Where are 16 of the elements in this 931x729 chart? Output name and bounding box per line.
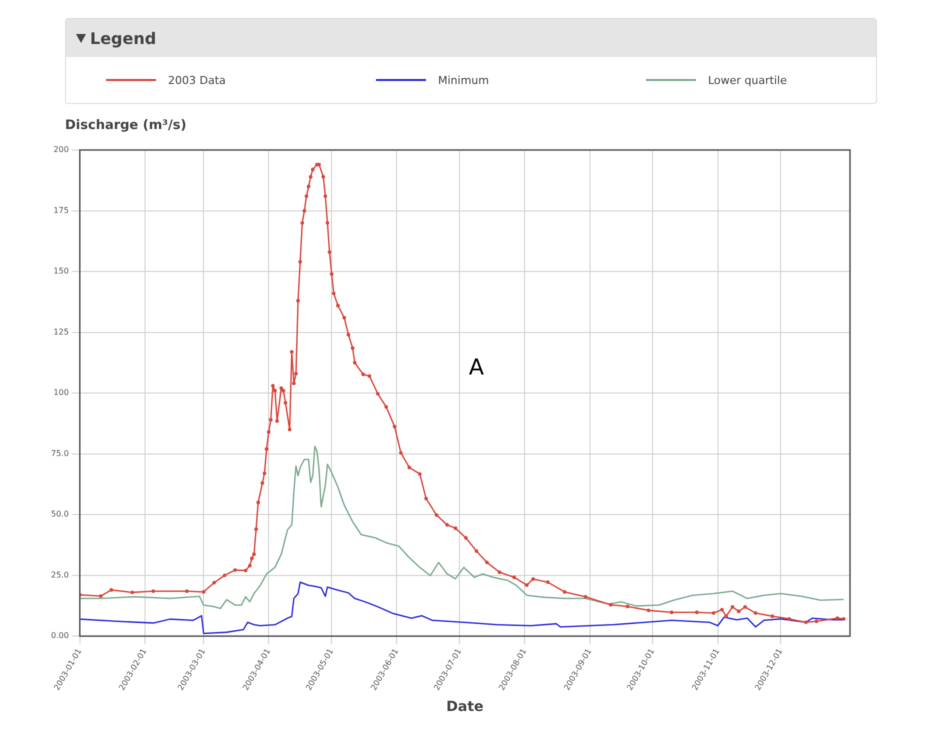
legend-label: Minimum [438,74,489,86]
y-tick-label: 150 [54,266,69,276]
y-tick-label: 200 [54,145,69,154]
y-tick-label: 175 [54,206,69,215]
annotation: A [468,355,484,380]
y-tick-label: 50.0 [51,510,69,519]
legend-title: Legend [90,28,156,48]
y-tick-label: 25.0 [51,570,69,580]
y-tick-label: 75.0 [51,448,69,458]
y-axis-title: Discharge (m³/s) [65,118,186,133]
y-tick-label: 100 [54,388,69,398]
legend-label: 2003 Data [168,74,226,86]
y-tick-label: 0.00 [51,631,69,640]
y-tick-label: 125 [54,327,69,336]
legend-label: Lower quartile [708,74,787,86]
x-axis-title: Date [446,699,484,716]
